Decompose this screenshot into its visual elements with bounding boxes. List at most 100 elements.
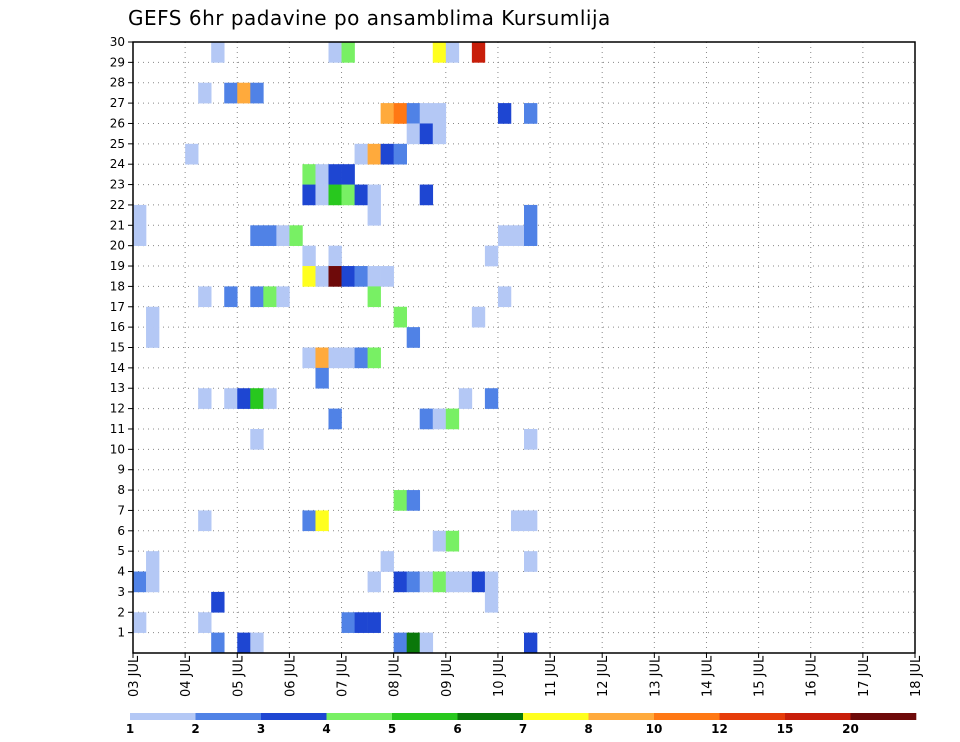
heatmap-cell xyxy=(497,225,512,246)
heatmap-cell xyxy=(289,225,303,246)
y-tick-label: 21 xyxy=(110,218,125,232)
heatmap-cell xyxy=(380,551,394,572)
heatmap-cell xyxy=(237,388,251,409)
heatmap-cell xyxy=(524,551,538,572)
heatmap-cell xyxy=(328,184,342,206)
heatmap-cell xyxy=(432,530,447,552)
chart-title: GEFS 6hr padavine po ansamblima Kursumli… xyxy=(128,6,611,30)
heatmap-cell xyxy=(146,306,160,328)
heatmap-cell xyxy=(315,164,329,185)
heatmap-cell xyxy=(198,286,212,308)
heatmap-cell xyxy=(406,571,421,593)
heatmap-cell xyxy=(367,612,381,633)
heatmap-cell xyxy=(185,143,199,165)
heatmap-cell xyxy=(354,266,368,287)
heatmap-cell xyxy=(250,225,264,246)
legend-label: 5 xyxy=(388,722,396,736)
y-tick-label: 20 xyxy=(110,239,125,253)
heatmap-cell xyxy=(497,103,512,124)
heatmap-cell xyxy=(341,612,355,633)
y-tick-label: 23 xyxy=(110,178,125,192)
legend-label: 4 xyxy=(322,722,330,736)
legend-swatch xyxy=(261,713,327,720)
heatmap-cell xyxy=(341,184,355,206)
y-tick-label: 19 xyxy=(110,259,125,273)
heatmap-cell xyxy=(367,571,381,593)
heatmap-cell xyxy=(445,408,460,430)
legend-label: 6 xyxy=(453,722,461,736)
heatmap-cell xyxy=(341,266,355,287)
heatmap-cell xyxy=(354,184,368,206)
heatmap-cell xyxy=(250,82,264,104)
heatmap-cell xyxy=(328,347,342,369)
heatmap-cell xyxy=(445,571,460,593)
x-tick-label: 15 JUL xyxy=(753,655,768,697)
heatmap-cell xyxy=(406,103,421,124)
y-tick-label: 14 xyxy=(110,361,125,375)
heatmap-cell xyxy=(341,164,355,185)
heatmap-cell xyxy=(367,347,381,369)
x-tick-label: 11 JUL xyxy=(544,655,559,697)
legend-swatch xyxy=(523,713,589,720)
heatmap-cell xyxy=(458,388,473,409)
heatmap-cell xyxy=(524,510,538,532)
heatmap-cell xyxy=(419,408,434,430)
x-tick-label: 05 JUL xyxy=(231,655,246,697)
heatmap-cell xyxy=(250,286,264,308)
x-tick-label: 18 JUL xyxy=(909,655,924,697)
heatmap-cell xyxy=(328,245,342,267)
heatmap-cell xyxy=(432,123,447,145)
heatmap-cell xyxy=(458,571,473,593)
y-tick-label: 17 xyxy=(110,300,125,314)
heatmap-cell xyxy=(198,388,212,409)
legend-swatch xyxy=(719,713,786,720)
heatmap-cell xyxy=(328,164,342,185)
y-tick-label: 30 xyxy=(110,35,125,49)
heatmap-cell xyxy=(406,490,421,511)
x-tick-label: 04 JUL xyxy=(179,655,194,697)
legend-label: 2 xyxy=(191,722,199,736)
legend-swatch xyxy=(588,713,655,720)
heatmap-cell xyxy=(484,388,499,409)
heatmap-cell xyxy=(250,428,264,450)
heatmap-cell xyxy=(315,510,329,532)
y-tick-label: 3 xyxy=(117,585,125,599)
heatmap-cell xyxy=(380,103,394,124)
legend-label: 20 xyxy=(842,722,859,736)
y-tick-label: 24 xyxy=(110,157,125,171)
heatmap-cell xyxy=(367,143,381,165)
heatmap-cell xyxy=(315,266,329,287)
heatmap-cell xyxy=(198,510,212,532)
heatmap-cell xyxy=(406,632,421,654)
y-tick-label: 15 xyxy=(110,341,125,355)
heatmap-cell xyxy=(315,184,329,206)
heatmap-cell xyxy=(133,204,147,226)
heatmap-cell xyxy=(224,388,238,409)
heatmap-cell xyxy=(510,225,525,246)
legend-label: 7 xyxy=(519,722,527,736)
heatmap-cell xyxy=(250,632,264,654)
y-tick-label: 16 xyxy=(110,320,125,334)
heatmap-cell xyxy=(419,103,434,124)
heatmap-cell xyxy=(302,245,316,267)
heatmap-cell xyxy=(263,286,277,308)
heatmap-cell xyxy=(302,184,316,206)
heatmap-cell xyxy=(328,408,342,430)
heatmap-cell xyxy=(445,42,460,63)
x-tick-label: 10 JUL xyxy=(492,655,507,697)
legend-label: 3 xyxy=(257,722,265,736)
heatmap-cell xyxy=(393,632,407,654)
legend-swatch xyxy=(457,713,524,720)
y-tick-label: 8 xyxy=(117,483,125,497)
y-tick-label: 11 xyxy=(110,422,125,436)
x-tick-label: 07 JUL xyxy=(336,655,351,697)
heatmap-cell xyxy=(367,184,381,206)
y-tick-label: 13 xyxy=(110,381,125,395)
legend-swatch xyxy=(392,713,458,720)
heatmap-cell xyxy=(471,306,486,328)
heatmap-cell xyxy=(354,347,368,369)
x-tick-label: 09 JUL xyxy=(440,655,455,697)
heatmap-cell xyxy=(250,388,264,409)
heatmap-cell xyxy=(380,143,394,165)
y-tick-label: 22 xyxy=(110,198,125,212)
